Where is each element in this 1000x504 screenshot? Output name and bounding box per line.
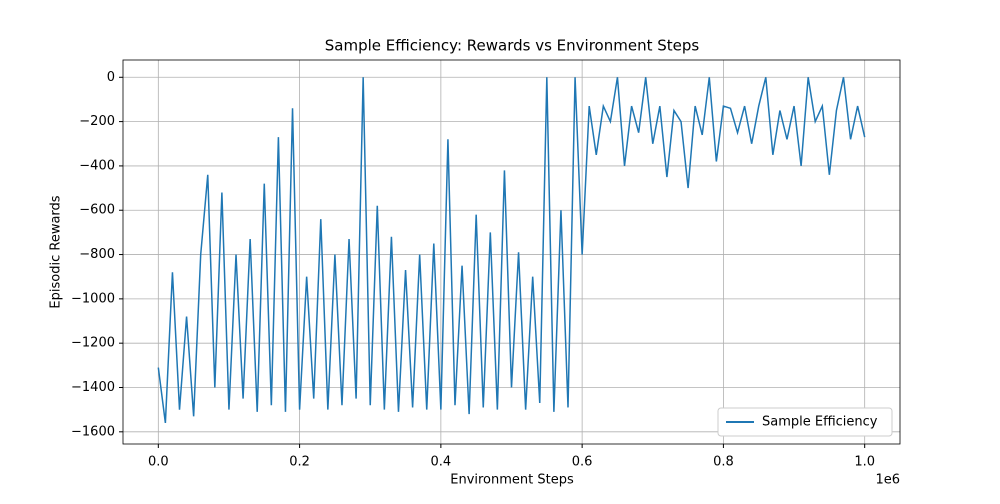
- x-tick-label: 0.2: [289, 455, 310, 470]
- legend-box: [717, 407, 893, 437]
- y-axis-label: Episodic Rewards: [49, 195, 64, 308]
- x-tick-label: 0.6: [572, 455, 593, 470]
- x-tick-label: 0.0: [148, 455, 169, 470]
- y-tick-label: 0: [107, 70, 115, 85]
- x-tick-label: 0.8: [713, 455, 734, 470]
- data-line: [157, 77, 866, 424]
- y-tick-label: −600: [79, 203, 115, 218]
- x-offset-label: 1e6: [875, 473, 900, 488]
- legend: Sample Efficiency: [717, 407, 893, 437]
- chart-title: Sample Efficiency: Rewards vs Environmen…: [325, 37, 700, 55]
- y-tick-label: −1400: [71, 380, 115, 395]
- y-tick-label: −400: [79, 158, 115, 173]
- plot-frame: [122, 59, 901, 445]
- x-tick-label: 0.4: [431, 455, 452, 470]
- y-tick-label: −1000: [71, 291, 115, 306]
- x-axis-label: Environment Steps: [450, 473, 574, 488]
- y-tick-label: −800: [79, 247, 115, 262]
- y-tick-label: −1600: [71, 424, 115, 439]
- y-tick-label: −200: [79, 114, 115, 129]
- legend-label: Sample Efficiency: [762, 415, 878, 430]
- y-tick-label: −1200: [71, 336, 115, 351]
- x-tick-label: 1.0: [854, 455, 875, 470]
